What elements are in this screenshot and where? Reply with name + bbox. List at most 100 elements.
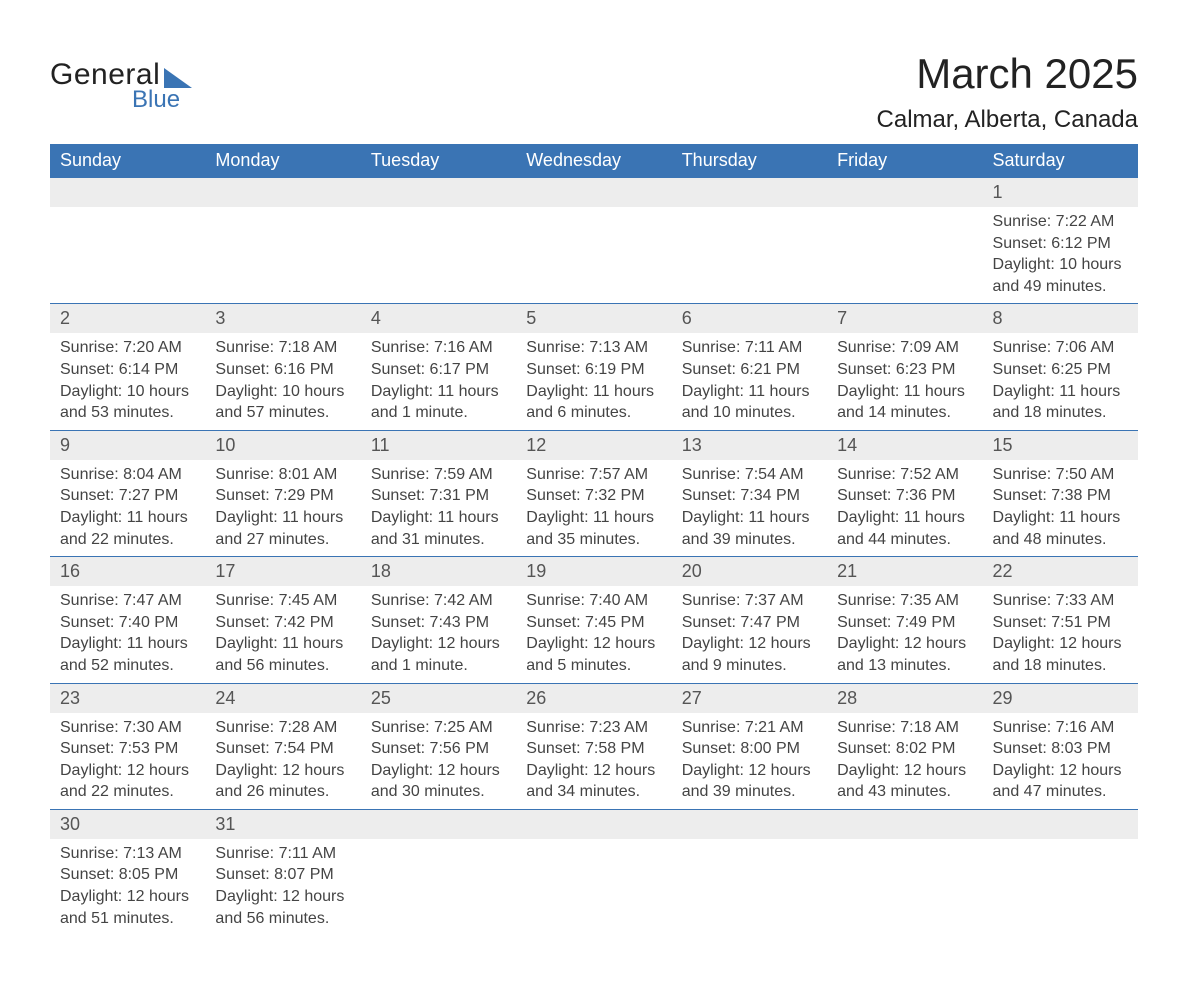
sunrise-text: Sunrise: 7:59 AM xyxy=(371,464,506,486)
calendar-day-cell: 13Sunrise: 7:54 AMSunset: 7:34 PMDayligh… xyxy=(672,430,827,556)
sunset-text: Sunset: 7:43 PM xyxy=(371,612,506,634)
daylight-text: Daylight: 12 hours and 39 minutes. xyxy=(682,760,817,803)
sunset-text: Sunset: 8:07 PM xyxy=(215,864,350,886)
day-number: 6 xyxy=(672,304,827,333)
sunset-text: Sunset: 7:36 PM xyxy=(837,485,972,507)
sunrise-text: Sunrise: 7:54 AM xyxy=(682,464,817,486)
sunrise-text: Sunrise: 7:13 AM xyxy=(526,337,661,359)
day-number xyxy=(672,178,827,207)
calendar-empty-cell xyxy=(672,809,827,935)
day-number xyxy=(672,810,827,839)
calendar-day-cell: 19Sunrise: 7:40 AMSunset: 7:45 PMDayligh… xyxy=(516,557,671,683)
sunrise-text: Sunrise: 7:18 AM xyxy=(837,717,972,739)
sunset-text: Sunset: 7:32 PM xyxy=(526,485,661,507)
day-number: 26 xyxy=(516,684,671,713)
daylight-text: Daylight: 11 hours and 35 minutes. xyxy=(526,507,661,550)
day-body xyxy=(50,207,205,239)
calendar-day-cell: 30 Sunrise: 7:13 AMSunset: 8:05 PMDayligh… xyxy=(50,809,205,935)
day-number: 28 xyxy=(827,684,982,713)
sunset-text: Sunset: 6:14 PM xyxy=(60,359,195,381)
calendar-day-cell: 24 Sunrise: 7:28 AMSunset: 7:54 PMDayligh… xyxy=(205,683,360,809)
sunrise-text: Sunrise: 7:18 AM xyxy=(215,337,350,359)
day-number xyxy=(516,178,671,207)
daylight-text: Daylight: 12 hours and 22 minutes. xyxy=(60,760,195,803)
daylight-text: Daylight: 11 hours and 31 minutes. xyxy=(371,507,506,550)
daylight-text: Daylight: 12 hours and 9 minutes. xyxy=(682,633,817,676)
calendar-empty-cell xyxy=(516,809,671,935)
day-number: 30 xyxy=(50,810,205,839)
daylight-text: Daylight: 12 hours and 13 minutes. xyxy=(837,633,972,676)
day-body: Sunrise: 7:37 AMSunset: 7:47 PMDaylight:… xyxy=(672,586,827,682)
sunset-text: Sunset: 6:25 PM xyxy=(993,359,1128,381)
daylight-text: Daylight: 11 hours and 39 minutes. xyxy=(682,507,817,550)
daylight-text: Daylight: 11 hours and 1 minute. xyxy=(371,381,506,424)
sunrise-text: Sunrise: 7:42 AM xyxy=(371,590,506,612)
daylight-text: Daylight: 12 hours and 26 minutes. xyxy=(215,760,350,803)
day-number: 3 xyxy=(205,304,360,333)
sunset-text: Sunset: 7:31 PM xyxy=(371,485,506,507)
sunset-text: Sunset: 8:00 PM xyxy=(682,738,817,760)
calendar-empty-cell xyxy=(516,178,671,304)
day-number: 17 xyxy=(205,557,360,586)
calendar-day-cell: 15Sunrise: 7:50 AMSunset: 7:38 PMDayligh… xyxy=(983,430,1138,556)
sunrise-text: Sunrise: 7:28 AM xyxy=(215,717,350,739)
sunrise-text: Sunrise: 7:23 AM xyxy=(526,717,661,739)
day-body: Sunrise: 7:23 AMSunset: 7:58 PMDaylight:… xyxy=(516,713,671,809)
day-body: Sunrise: 7:52 AMSunset: 7:36 PMDaylight:… xyxy=(827,460,982,556)
day-number: 10 xyxy=(205,431,360,460)
sunrise-text: Sunrise: 8:01 AM xyxy=(215,464,350,486)
sunrise-text: Sunrise: 7:09 AM xyxy=(837,337,972,359)
calendar-week-row: 23Sunrise: 7:30 AMSunset: 7:53 PMDayligh… xyxy=(50,683,1138,809)
day-number xyxy=(361,810,516,839)
sunset-text: Sunset: 6:19 PM xyxy=(526,359,661,381)
daylight-text: Daylight: 11 hours and 56 minutes. xyxy=(215,633,350,676)
sunrise-text: Sunrise: 7:13 AM xyxy=(60,843,195,865)
sunset-text: Sunset: 7:56 PM xyxy=(371,738,506,760)
sunset-text: Sunset: 7:27 PM xyxy=(60,485,195,507)
calendar-day-cell: 8Sunrise: 7:06 AMSunset: 6:25 PMDaylight… xyxy=(983,304,1138,430)
day-number: 23 xyxy=(50,684,205,713)
calendar-table: SundayMondayTuesdayWednesdayThursdayFrid… xyxy=(50,144,1138,935)
day-number: 19 xyxy=(516,557,671,586)
daylight-text: Daylight: 12 hours and 34 minutes. xyxy=(526,760,661,803)
sunset-text: Sunset: 7:34 PM xyxy=(682,485,817,507)
sunrise-text: Sunrise: 7:21 AM xyxy=(682,717,817,739)
sunset-text: Sunset: 7:42 PM xyxy=(215,612,350,634)
calendar-day-cell: 17Sunrise: 7:45 AMSunset: 7:42 PMDayligh… xyxy=(205,557,360,683)
day-number: 1 xyxy=(983,178,1138,207)
calendar-header-cell: Wednesday xyxy=(516,144,671,178)
day-body: Sunrise: 7:25 AMSunset: 7:56 PMDaylight:… xyxy=(361,713,516,809)
day-number: 4 xyxy=(361,304,516,333)
sunset-text: Sunset: 6:17 PM xyxy=(371,359,506,381)
day-body: Sunrise: 7:30 AMSunset: 7:53 PMDaylight:… xyxy=(50,713,205,809)
sunrise-text: Sunrise: 7:52 AM xyxy=(837,464,972,486)
sunset-text: Sunset: 7:54 PM xyxy=(215,738,350,760)
calendar-empty-cell xyxy=(361,178,516,304)
day-number xyxy=(827,178,982,207)
day-number: 5 xyxy=(516,304,671,333)
day-number: 24 xyxy=(205,684,360,713)
sunrise-text: Sunrise: 7:37 AM xyxy=(682,590,817,612)
calendar-header-cell: Thursday xyxy=(672,144,827,178)
calendar-header-cell: Monday xyxy=(205,144,360,178)
sunset-text: Sunset: 7:53 PM xyxy=(60,738,195,760)
day-body: Sunrise: 7:16 AMSunset: 8:03 PMDaylight:… xyxy=(983,713,1138,809)
sunrise-text: Sunrise: 7:06 AM xyxy=(993,337,1128,359)
daylight-text: Daylight: 12 hours and 51 minutes. xyxy=(60,886,195,929)
day-number: 14 xyxy=(827,431,982,460)
sunset-text: Sunset: 8:05 PM xyxy=(60,864,195,886)
calendar-empty-cell xyxy=(50,178,205,304)
sunrise-text: Sunrise: 7:25 AM xyxy=(371,717,506,739)
daylight-text: Daylight: 11 hours and 48 minutes. xyxy=(993,507,1128,550)
calendar-week-row: 9Sunrise: 8:04 AMSunset: 7:27 PMDaylight… xyxy=(50,430,1138,556)
day-number: 27 xyxy=(672,684,827,713)
day-number: 21 xyxy=(827,557,982,586)
calendar-day-cell: 23Sunrise: 7:30 AMSunset: 7:53 PMDayligh… xyxy=(50,683,205,809)
daylight-text: Daylight: 10 hours and 57 minutes. xyxy=(215,381,350,424)
day-number: 22 xyxy=(983,557,1138,586)
daylight-text: Daylight: 11 hours and 27 minutes. xyxy=(215,507,350,550)
calendar-empty-cell xyxy=(827,178,982,304)
day-body xyxy=(672,207,827,239)
sunset-text: Sunset: 7:51 PM xyxy=(993,612,1128,634)
day-number xyxy=(827,810,982,839)
